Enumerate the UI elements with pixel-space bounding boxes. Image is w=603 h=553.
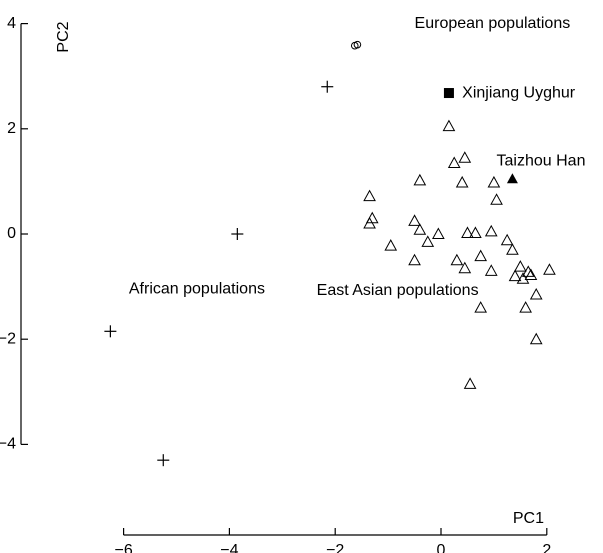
y-tick-label: 2 (7, 120, 16, 137)
x-tick-label: −4 (220, 542, 238, 553)
open-triangle-marker (384, 239, 398, 251)
x-tick-label: −6 (114, 542, 132, 553)
plus-marker (231, 228, 244, 240)
open-triangle-marker (521, 265, 535, 277)
open-triangle-marker (529, 332, 543, 345)
open-triangle-marker (474, 249, 488, 262)
open-triangle-marker (487, 175, 501, 188)
open-triangle-marker (421, 235, 435, 247)
open-triangle-marker (442, 119, 456, 132)
annotation-label: East Asian populations (317, 282, 479, 299)
open-triangle-marker (506, 243, 519, 255)
open-triangle-marker (363, 189, 376, 202)
open-triangle-marker (529, 287, 543, 300)
open-triangle-marker (447, 156, 461, 168)
open-triangle-marker (500, 233, 514, 246)
x-axis: −6 −4 −2 0 2 (114, 528, 551, 553)
open-triangle-marker (474, 301, 488, 313)
open-triangle-marker (519, 301, 532, 313)
open-triangle-marker (514, 260, 527, 272)
annotation-label: Xinjiang Uyghur (462, 84, 576, 101)
open-triangle-marker (490, 193, 503, 205)
open-triangle-marker (458, 151, 472, 163)
open-triangle-marker (408, 214, 421, 226)
y-tick-label: 4 (7, 15, 16, 32)
x-axis-label: PC1 (513, 510, 544, 527)
filled-square-marker (443, 88, 454, 99)
y-axis: −4 −2 0 2 4 (0, 15, 28, 453)
open-triangle-marker (508, 269, 522, 282)
annotation-label: Taizhou Han (497, 153, 586, 170)
y-tick-label: −4 (0, 436, 16, 453)
plus-marker (157, 454, 170, 467)
open-triangle-marker (450, 253, 464, 266)
open-triangle-marker (463, 377, 477, 389)
open-triangle-marker (516, 272, 530, 284)
data-points (104, 40, 556, 467)
open-triangle-marker (484, 224, 498, 237)
open-triangle-marker (484, 264, 498, 276)
open-triangle-marker (408, 253, 421, 266)
open-triangle-marker (455, 175, 469, 188)
annotation-label: European populations (415, 15, 571, 32)
open-triangle-marker (469, 226, 482, 238)
open-triangle-marker (458, 261, 472, 274)
x-tick-label: −2 (326, 542, 344, 553)
open-triangle-marker (432, 227, 445, 239)
filled-triangle-marker (506, 173, 518, 184)
open-triangle-marker (524, 268, 538, 281)
plus-marker (321, 80, 334, 93)
y-axis-label: PC2 (55, 21, 72, 52)
open-triangle-marker (543, 263, 556, 275)
open-triangle-marker (363, 216, 376, 229)
open-circle-marker (353, 40, 362, 49)
x-tick-label: 2 (542, 542, 551, 553)
open-triangle-marker (461, 226, 474, 238)
open-triangle-marker (413, 173, 427, 186)
annotation-label: African populations (129, 280, 265, 297)
annotations: European populations Xinjiang Uyghur Taizh… (129, 15, 586, 299)
plus-marker (104, 325, 117, 338)
y-tick-label: 0 (7, 225, 16, 242)
open-triangle-marker (365, 211, 379, 224)
y-tick-label: −2 (0, 330, 16, 347)
open-triangle-marker (413, 223, 427, 235)
x-tick-label: 0 (437, 542, 446, 553)
